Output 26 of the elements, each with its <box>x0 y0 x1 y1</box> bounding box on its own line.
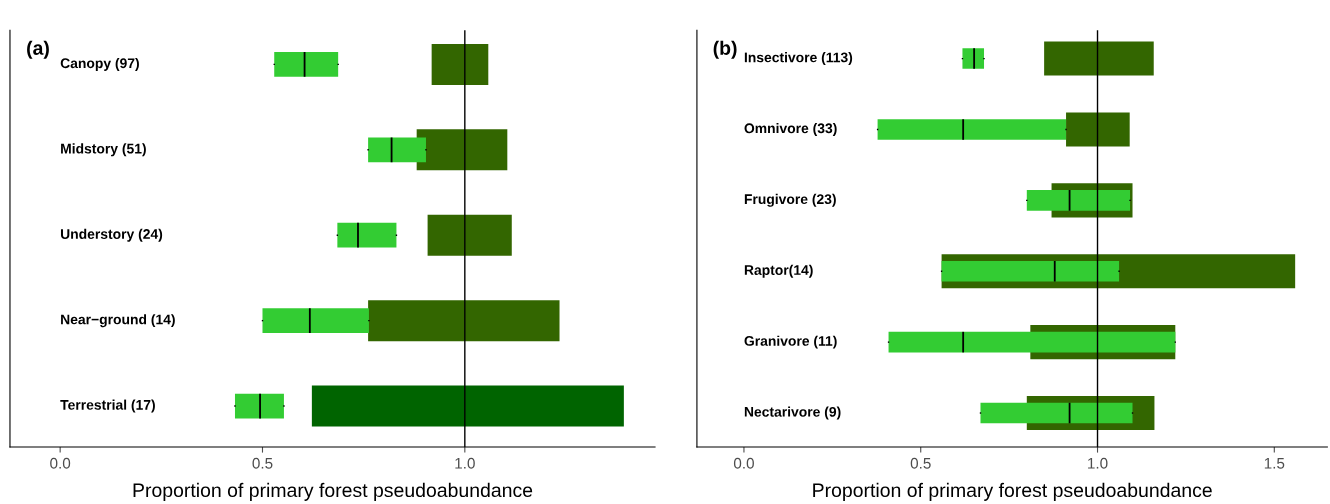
category-label: Midstory (51) <box>61 143 146 157</box>
x-axis-title: Proportion of primary forest pseudoabundance <box>813 482 1212 501</box>
bar <box>431 43 489 85</box>
category-label: Raptor(14) <box>744 264 813 278</box>
x-tick-label: 0.5 <box>252 457 273 469</box>
text: (a) <box>27 40 49 59</box>
category-label: Frugivore (23) <box>744 193 836 207</box>
bar <box>311 385 624 427</box>
bar <box>427 214 512 256</box>
category-label: Insectivore (113) <box>744 52 853 66</box>
text: (b) <box>713 40 737 59</box>
category-label: Understory (24) <box>60 228 163 242</box>
category-label: Omnivore (33) <box>744 123 837 136</box>
category-label: Terrestrial (17) <box>60 399 155 413</box>
category-label: Granivore (11) <box>744 335 837 349</box>
x-tick-label: 0.0 <box>733 457 754 469</box>
category-label: Near−ground (14) <box>61 314 175 328</box>
category-label: Canopy (97) <box>60 57 139 71</box>
x-tick-label: 1.5 <box>1264 458 1285 469</box>
x-tick-label: 0.5 <box>910 457 931 469</box>
category-label: Nectarivore (9) <box>744 406 841 420</box>
x-tick-label: 1.0 <box>1088 457 1108 469</box>
x-tick-label: 0.0 <box>50 457 71 469</box>
bar <box>1044 41 1154 76</box>
x-axis-title: Proportion of primary forest pseudoabundance <box>133 482 533 501</box>
x-tick-label: 1.0 <box>455 457 475 469</box>
